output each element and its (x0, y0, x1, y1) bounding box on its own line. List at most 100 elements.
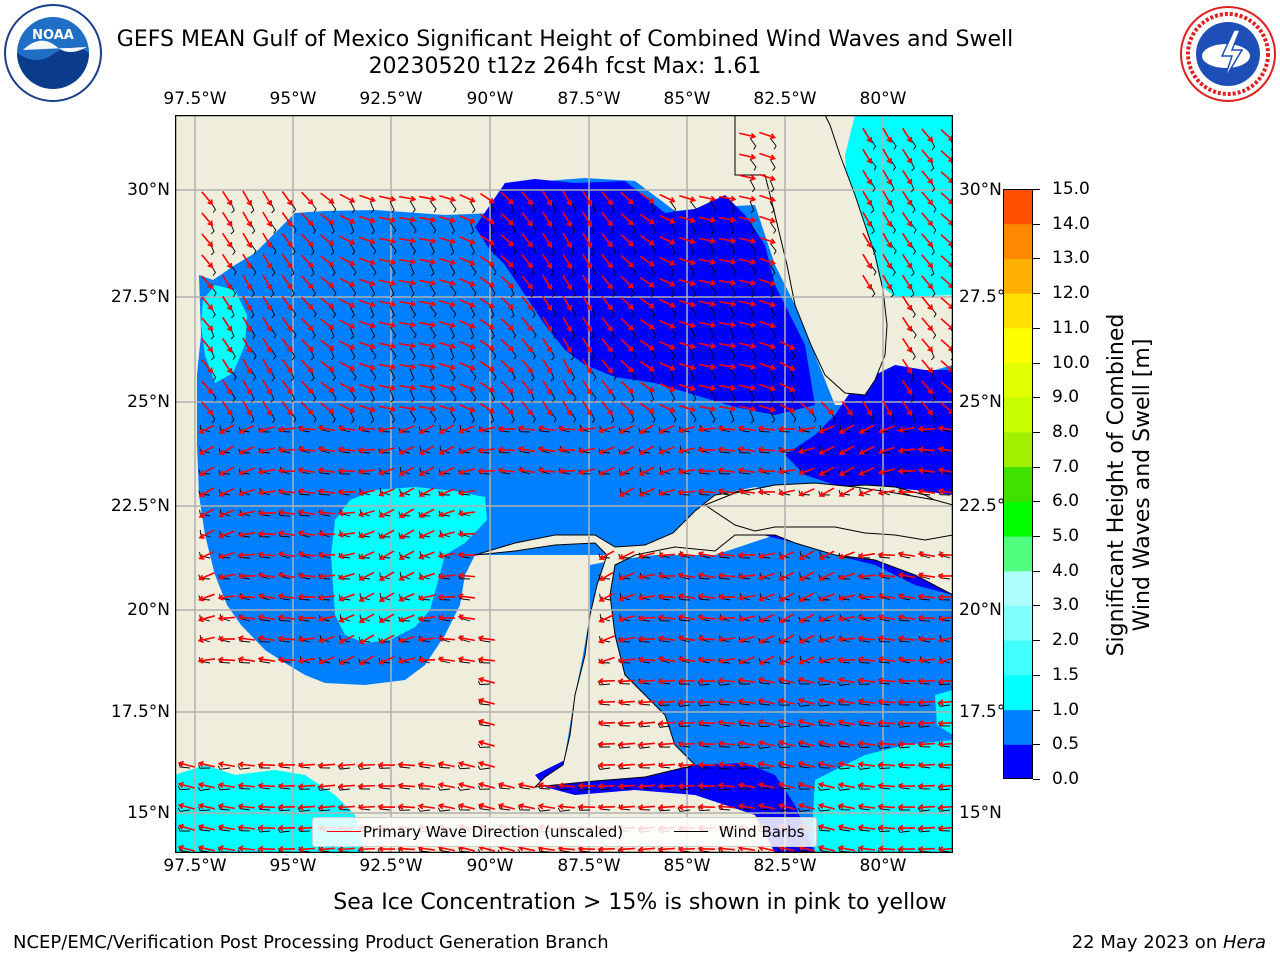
wave-direction-arrow (297, 572, 316, 579)
wave-direction-arrow (237, 531, 256, 538)
wind-barb (339, 635, 351, 643)
wind-barb (877, 764, 891, 769)
wave-direction-arrow (917, 846, 936, 853)
wave-direction-arrow (237, 656, 256, 663)
wave-direction-arrow (497, 425, 516, 433)
wave-direction-arrow (917, 699, 936, 706)
wave-direction-arrow (377, 426, 395, 433)
wind-barb (449, 326, 455, 340)
colorbar-tick-label: 5.0 (1052, 526, 1080, 547)
wind-barb (778, 701, 791, 706)
wave-direction-arrow (759, 362, 777, 371)
wave-direction-arrow (677, 698, 696, 706)
wind-barb (599, 593, 611, 601)
wave-direction-arrow (717, 572, 736, 579)
wave-direction-arrow (857, 803, 876, 810)
wave-direction-arrow (398, 342, 417, 349)
wave-direction-arrow (739, 321, 757, 329)
wind-barb (709, 326, 715, 340)
wave-direction-arrow (357, 509, 375, 518)
wave-direction-arrow (901, 358, 913, 374)
wind-barb (357, 765, 371, 770)
wind-barb (569, 284, 577, 297)
wind-barb (477, 743, 491, 748)
wind-barb (379, 487, 391, 496)
wave-direction-arrow (798, 467, 815, 476)
wave-direction-arrow (397, 803, 416, 810)
wind-barb (637, 744, 651, 749)
wave-direction-arrow (758, 655, 775, 665)
wave-direction-arrow (598, 446, 615, 455)
wave-direction-arrow (601, 359, 613, 374)
wave-direction-arrow (358, 571, 375, 581)
wave-direction-arrow (917, 783, 936, 790)
wave-direction-arrow (620, 380, 634, 394)
wave-direction-arrow (818, 425, 835, 434)
wave-direction-arrow (637, 594, 656, 601)
wind-barb (429, 368, 435, 382)
wave-direction-arrow (317, 425, 336, 432)
wave-direction-arrow (257, 551, 276, 558)
wave-direction-arrow (897, 698, 916, 706)
wave-direction-arrow (739, 384, 757, 392)
wind-barb (778, 594, 791, 601)
wind-barb (758, 805, 771, 811)
wave-direction-arrow (897, 426, 916, 433)
wind-barb (349, 326, 355, 340)
wind-barb (769, 284, 775, 298)
wind-barb (349, 389, 357, 402)
wind-barb (689, 221, 696, 234)
wind-barb (877, 744, 891, 749)
wave-direction-arrow (697, 446, 716, 454)
wind-barb (449, 221, 456, 235)
wave-direction-arrow (817, 697, 835, 705)
wind-barb (818, 763, 831, 769)
wave-direction-arrow (659, 193, 676, 203)
wave-direction-arrow (398, 425, 415, 434)
wave-direction-arrow (457, 802, 475, 810)
wave-direction-arrow (417, 761, 436, 768)
colorbar-tick (1033, 674, 1040, 676)
wave-direction-arrow (617, 846, 636, 853)
wind-barb (178, 827, 191, 832)
wind-barb (669, 305, 677, 318)
wave-direction-arrow (737, 425, 756, 432)
wave-direction-arrow (877, 803, 896, 810)
wave-direction-arrow (617, 762, 636, 769)
wave-direction-arrow (379, 195, 397, 203)
wind-barb (257, 828, 271, 833)
wave-direction-arrow (479, 297, 495, 309)
wave-direction-arrow (262, 295, 272, 312)
wave-direction-arrow (459, 382, 476, 392)
wave-direction-arrow (757, 572, 775, 581)
wave-direction-arrow (677, 845, 696, 853)
wave-direction-arrow (457, 635, 476, 642)
wind-barb (379, 572, 391, 580)
wave-direction-arrow (479, 381, 495, 393)
wave-direction-arrow (737, 635, 755, 644)
wave-direction-arrow (718, 384, 737, 391)
wind-barb (329, 368, 336, 381)
wave-direction-arrow (677, 719, 696, 727)
wave-direction-arrow (521, 233, 533, 248)
wave-direction-arrow (417, 803, 436, 810)
wave-direction-arrow (242, 400, 252, 417)
wave-direction-arrow (378, 508, 395, 518)
tick-label-top: 82.5°W (753, 89, 817, 109)
wave-direction-arrow (617, 678, 636, 685)
wave-direction-arrow (577, 782, 596, 790)
wave-direction-arrow (577, 803, 596, 811)
wave-direction-arrow (582, 274, 593, 291)
wave-direction-arrow (198, 572, 215, 581)
wind-barb (459, 424, 471, 433)
wave-direction-arrow (201, 380, 214, 395)
wind-barb (378, 615, 391, 622)
wind-barb (489, 368, 497, 381)
wave-direction-arrow (638, 445, 655, 455)
wave-direction-arrow (459, 403, 476, 413)
wave-direction-arrow (439, 362, 457, 371)
wave-direction-arrow (438, 488, 455, 497)
wave-direction-arrow (659, 256, 676, 266)
wave-direction-arrow (818, 550, 835, 560)
wave-direction-arrow (217, 635, 236, 643)
